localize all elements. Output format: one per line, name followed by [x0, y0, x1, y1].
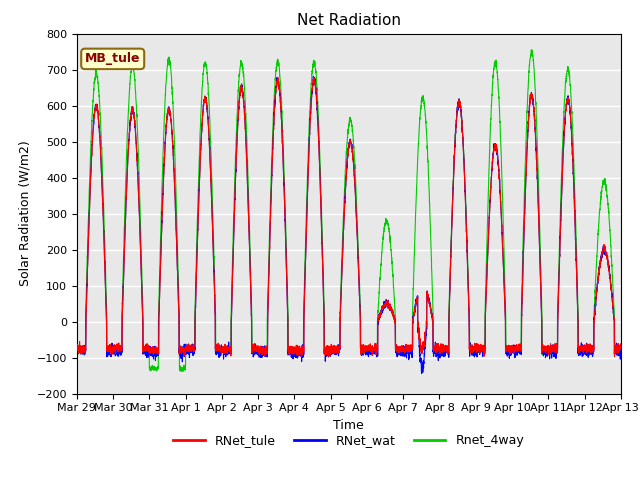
Y-axis label: Solar Radiation (W/m2): Solar Radiation (W/m2) [18, 141, 31, 287]
Legend: RNet_tule, RNet_wat, Rnet_4way: RNet_tule, RNet_wat, Rnet_4way [168, 429, 529, 452]
Title: Net Radiation: Net Radiation [297, 13, 401, 28]
Text: MB_tule: MB_tule [85, 52, 140, 65]
X-axis label: Time: Time [333, 419, 364, 432]
